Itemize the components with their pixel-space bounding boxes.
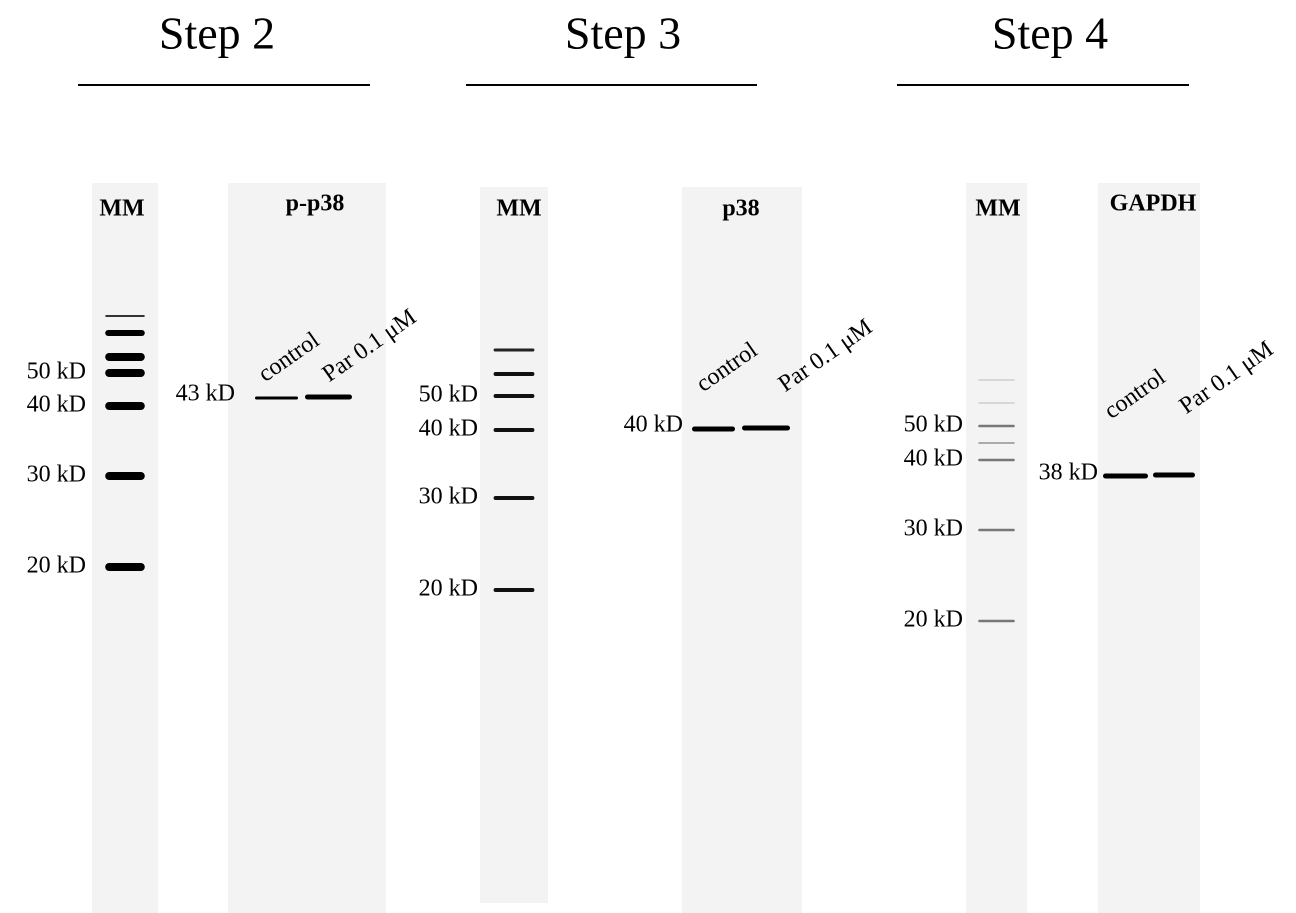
marker-size-label: 50 kD (419, 382, 478, 408)
ladder-band (978, 403, 1015, 404)
marker-lane (480, 187, 548, 903)
ladder-band (105, 472, 145, 480)
protein-band (1153, 473, 1195, 478)
ladder-band (978, 442, 1015, 444)
marker-size-label: 20 kD (419, 576, 478, 602)
sample-lane (1098, 183, 1200, 913)
protein-band (742, 426, 790, 431)
ladder-band (105, 353, 145, 361)
ladder-band (494, 588, 535, 592)
ladder-band (494, 496, 535, 500)
marker-lane-label: MM (975, 196, 1020, 222)
marker-lane-label: MM (99, 196, 144, 222)
ladder-band (978, 380, 1015, 381)
figure: Step 2MMp-p3850 kD40 kD30 kD20 kD43 kDco… (0, 0, 1296, 913)
sample-lane (228, 183, 386, 913)
band-size-label: 38 kD (1039, 460, 1098, 486)
ladder-band (494, 428, 535, 432)
step-title: Step 4 (992, 8, 1108, 59)
protein-band (305, 395, 352, 400)
marker-size-label: 30 kD (904, 516, 963, 542)
marker-size-label: 20 kD (904, 607, 963, 633)
marker-lane (92, 183, 158, 913)
ladder-band (494, 372, 535, 376)
target-label: p-p38 (286, 191, 345, 217)
protein-band (1103, 474, 1148, 479)
ladder-band (978, 459, 1015, 462)
ladder-band (105, 563, 145, 571)
ladder-band (105, 369, 145, 377)
target-label: GAPDH (1110, 191, 1197, 217)
marker-size-label: 40 kD (904, 446, 963, 472)
band-size-label: 40 kD (624, 412, 683, 438)
step-title: Step 3 (565, 8, 681, 59)
ladder-band (978, 425, 1015, 428)
step-title: Step 2 (159, 8, 275, 59)
ladder-band (105, 402, 145, 410)
marker-size-label: 20 kD (27, 553, 86, 579)
marker-size-label: 40 kD (27, 392, 86, 418)
marker-lane-label: MM (496, 196, 541, 222)
marker-size-label: 50 kD (904, 412, 963, 438)
band-size-label: 43 kD (176, 381, 235, 407)
marker-size-label: 30 kD (419, 484, 478, 510)
marker-size-label: 30 kD (27, 462, 86, 488)
sample-lane (682, 187, 802, 913)
marker-size-label: 50 kD (27, 359, 86, 385)
ladder-band (494, 349, 535, 352)
marker-size-label: 40 kD (419, 416, 478, 442)
protein-band (255, 397, 298, 400)
ladder-band (978, 529, 1015, 532)
target-label: p38 (722, 196, 759, 222)
ladder-band (105, 330, 145, 336)
ladder-band (105, 315, 145, 317)
protein-band (692, 427, 735, 432)
ladder-band (978, 620, 1015, 623)
marker-lane (966, 183, 1027, 913)
ladder-band (494, 394, 535, 398)
